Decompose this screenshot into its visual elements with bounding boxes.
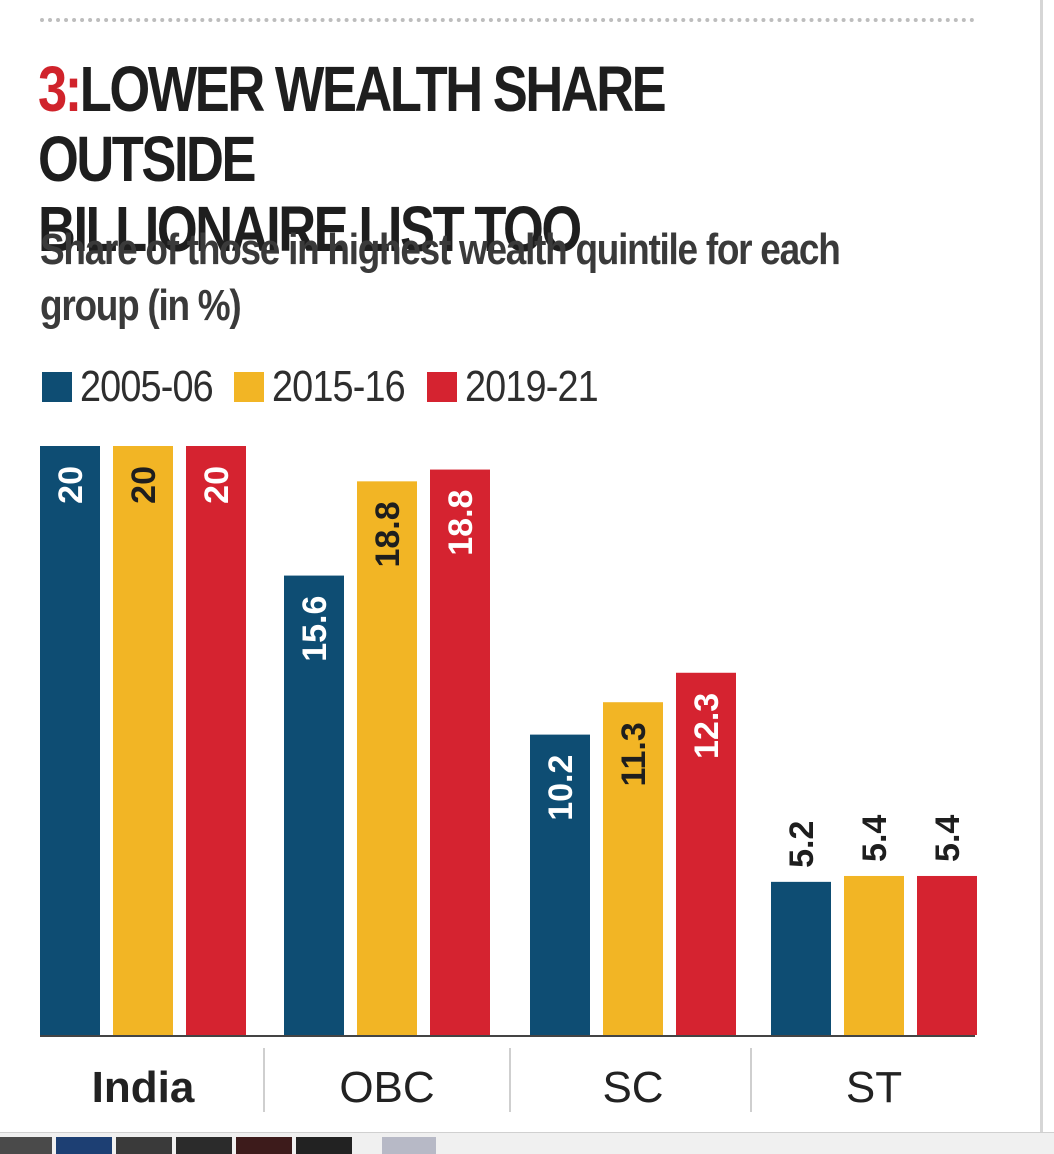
bar-india-2015-16	[113, 446, 173, 1035]
legend-label-2019-21: 2019-21	[464, 362, 599, 411]
thumbnail-image-icon[interactable]	[116, 1137, 172, 1154]
data-label-st-2019-21: 5.4	[929, 815, 967, 862]
chart-title-text: LOWER WEALTH SHARE OUTSIDE BILLIONAIRE L…	[38, 53, 667, 265]
data-label-india-2015-16: 20	[125, 466, 163, 504]
bar-obc-2005-06	[284, 575, 344, 1035]
legend-item-2019-21: 2019-21	[426, 362, 599, 412]
x-tick-label-sc: SC	[602, 1063, 663, 1112]
thumbnail-image-icon[interactable]	[176, 1137, 232, 1154]
thumbnail-strip	[0, 1132, 1054, 1154]
bar-obc-2019-21	[430, 469, 490, 1035]
data-label-st-2015-16: 5.4	[856, 815, 894, 862]
data-label-sc-2019-21: 12.3	[688, 693, 726, 759]
chart-legend: 2005-06 2015-16 2019-21	[42, 362, 619, 412]
data-label-sc-2005-06: 10.2	[542, 755, 580, 821]
legend-item-2005-06: 2005-06	[42, 362, 214, 412]
thumbnail-image-icon[interactable]	[0, 1137, 52, 1154]
bar-sc-2005-06	[530, 734, 590, 1035]
data-label-india-2019-21: 20	[198, 466, 236, 504]
bar-st-2005-06	[771, 881, 831, 1035]
bar-sc-2015-16	[603, 702, 663, 1035]
legend-label-2005-06: 2005-06	[80, 362, 214, 411]
bar-india-2019-21	[186, 446, 246, 1035]
legend-label-2015-16: 2015-16	[272, 362, 406, 411]
x-tick-label-st: ST	[846, 1063, 902, 1112]
top-dotted-divider	[40, 18, 975, 22]
legend-swatch-2015-16	[234, 372, 265, 402]
data-label-obc-2005-06: 15.6	[296, 596, 334, 662]
legend-swatch-2019-21	[426, 372, 457, 402]
x-tick-label-obc: OBC	[339, 1063, 434, 1112]
thumbnail-image-icon[interactable]	[56, 1137, 112, 1154]
bar-st-2015-16	[844, 875, 904, 1035]
bar-st-2019-21	[917, 875, 977, 1035]
data-label-obc-2015-16: 18.8	[369, 501, 407, 567]
chart-title: 3:LOWER WEALTH SHARE OUTSIDE BILLIONAIRE…	[38, 54, 825, 264]
legend-item-2015-16: 2015-16	[234, 362, 406, 412]
bar-sc-2019-21	[676, 672, 736, 1035]
thumbnail-image-icon[interactable]	[296, 1137, 352, 1154]
chart-subtitle: Share of those in highest wealth quintil…	[40, 225, 841, 330]
data-label-obc-2019-21: 18.8	[442, 490, 480, 556]
data-label-st-2005-06: 5.2	[783, 821, 821, 868]
thumbnail-image-icon[interactable]	[236, 1137, 292, 1154]
data-label-india-2005-06: 20	[52, 466, 90, 504]
chart-title-number: 3:	[38, 53, 82, 125]
right-border	[1040, 0, 1043, 1132]
bar-india-2005-06	[40, 446, 100, 1035]
legend-swatch-2005-06	[42, 372, 72, 402]
thumbnail-image-icon[interactable]	[382, 1137, 436, 1154]
data-label-sc-2015-16: 11.3	[615, 722, 653, 786]
x-tick-label-india: India	[92, 1063, 195, 1112]
bar-obc-2015-16	[357, 481, 417, 1036]
